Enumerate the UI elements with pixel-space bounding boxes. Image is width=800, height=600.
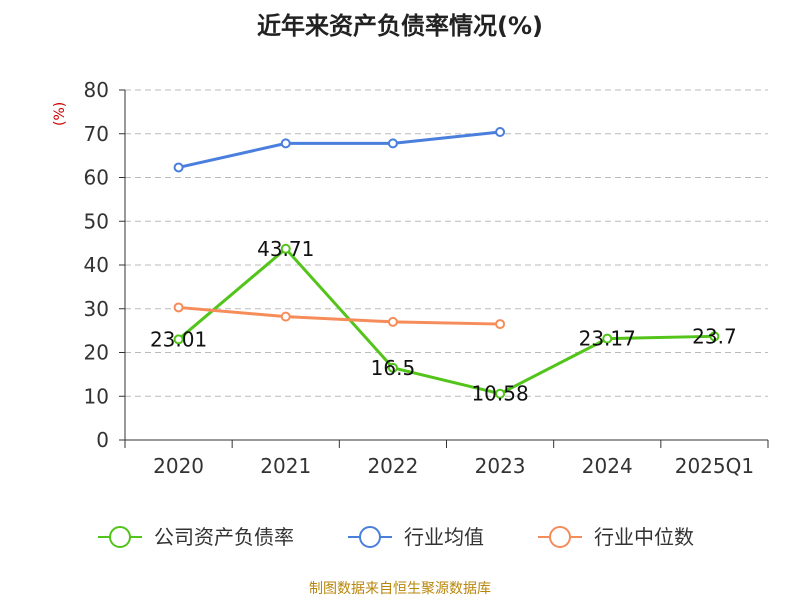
grid-lines — [125, 89, 768, 397]
x-tick-label: 2022 — [367, 454, 418, 478]
data-point — [280, 138, 291, 149]
data-point — [387, 316, 398, 327]
data-point — [709, 331, 720, 342]
data-labels: 23.01 43.71 16.5 10.58 23.17 23.7 — [150, 237, 737, 406]
data-point — [495, 127, 506, 137]
data-point — [173, 302, 184, 313]
data-point — [602, 333, 613, 344]
x-tick-label: 2023 — [475, 454, 526, 478]
data-point — [280, 311, 291, 322]
legend-marker-icon — [109, 526, 131, 548]
data-label: 43.71 — [257, 237, 314, 261]
chart-title: 近年来资产负债率情况(%) — [257, 12, 543, 40]
data-point — [387, 362, 398, 373]
series-line — [178, 305, 501, 326]
data-label: 16.5 — [371, 356, 416, 380]
legend-label: 公司资产负债率 — [154, 525, 294, 549]
x-tick-label: 2024 — [582, 454, 633, 478]
data-label: 23.17 — [579, 327, 636, 351]
y-tick-label: 20 — [84, 341, 109, 365]
y-tick-label: 60 — [84, 166, 109, 190]
y-tick-label: 70 — [84, 122, 109, 146]
data-source-note: 制图数据来自恒生聚源数据库 — [309, 581, 491, 597]
legend: 公司资产负债率 行业均值 行业中位数 — [98, 525, 694, 549]
legend-item: 公司资产负债率 — [98, 525, 294, 549]
data-label: 10.58 — [471, 382, 528, 406]
x-tick-label: 2020 — [153, 454, 204, 478]
x-tick-label: 2025Q1 — [675, 454, 754, 478]
legend-item: 行业中位数 — [538, 525, 694, 549]
x-tick-label: 2021 — [260, 454, 311, 478]
y-tick-label: 40 — [84, 253, 109, 277]
y-tick-label: 30 — [84, 297, 109, 321]
axes: 0 10 20 30 40 50 60 70 80 2020 2021 2022 2023 2024 202… — [84, 78, 769, 478]
data-label: 23.01 — [150, 327, 207, 351]
legend-label: 行业均值 — [404, 525, 484, 549]
data-label: 23.7 — [692, 324, 737, 348]
y-tick-label: 0 — [96, 428, 109, 452]
legend-item: 行业均值 — [348, 525, 484, 549]
y-tick-label: 50 — [84, 209, 109, 233]
y-tick-label: 80 — [84, 78, 109, 102]
data-point — [173, 162, 184, 173]
data-point — [173, 334, 184, 345]
legend-marker-icon — [549, 526, 571, 548]
y-tick-label: 10 — [84, 384, 109, 408]
data-point — [280, 243, 291, 254]
series-line — [178, 130, 501, 169]
data-point — [387, 138, 398, 149]
legend-label: 行业中位数 — [594, 525, 694, 549]
series-line — [177, 247, 715, 396]
data-point — [495, 388, 506, 399]
data-point — [495, 319, 506, 330]
legend-marker-icon — [359, 526, 381, 548]
series-lines — [173, 127, 720, 399]
